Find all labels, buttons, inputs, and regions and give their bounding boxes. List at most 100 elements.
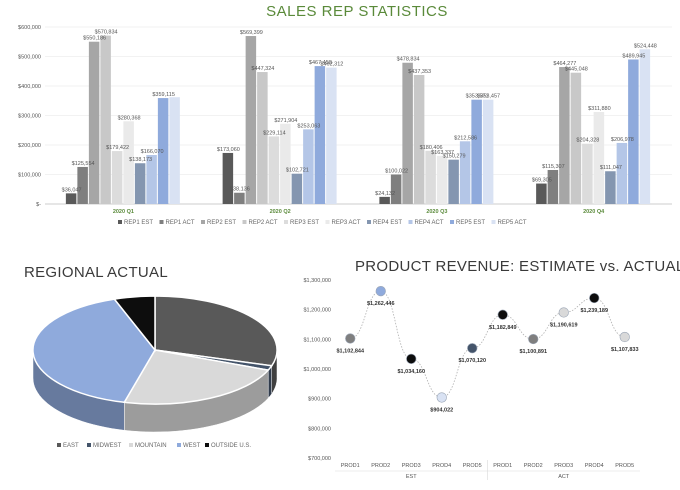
legend-entry: REP3 ACT (332, 220, 361, 226)
bar-data-label: $24,132 (375, 191, 395, 197)
bar (291, 173, 303, 204)
bar-data-label: $69,305 (532, 178, 552, 184)
bar (628, 59, 639, 205)
bar (413, 74, 425, 204)
bar (234, 192, 245, 204)
bar-data-label: $150,279 (443, 154, 466, 160)
y-tick-label: $300,000 (18, 114, 41, 120)
bar-data-label: $489,945 (622, 53, 645, 59)
bar (100, 35, 111, 204)
bar-data-label: $570,834 (95, 30, 118, 36)
bar (123, 121, 134, 204)
legend-swatch (57, 443, 61, 447)
data-point (497, 309, 508, 320)
bar-data-label: $166,070 (141, 149, 164, 155)
bar (257, 72, 268, 204)
bar-data-label: $271,904 (274, 118, 297, 124)
data-point (375, 286, 386, 297)
y-tick-label: $1,300,000 (303, 278, 331, 284)
bar (88, 41, 100, 204)
bar (280, 123, 291, 204)
bar-data-label: $115,307 (542, 164, 565, 170)
bar (471, 99, 482, 204)
y-tick-label: $1,200,000 (303, 308, 331, 314)
legend-swatch (325, 220, 330, 224)
bar (425, 150, 436, 204)
regional-pie-chart: EAST MIDWEST MOUNTAIN WEST OUTSIDE U.S. (32, 295, 278, 449)
pie-slice (123, 349, 270, 405)
legend-swatch (450, 220, 454, 224)
sales-rep-bar-chart: $- $100,000 $200,000 $300,000 $400,000 $500,0… (18, 25, 672, 226)
bar-data-label: $125,554 (72, 161, 95, 167)
bar-data-label: $353,571 (466, 94, 489, 100)
bar-data-label: $550,186 (83, 36, 106, 42)
x-category-label: PROD3 (402, 463, 421, 469)
point-data-label: $1,107,833 (611, 347, 639, 353)
bar (482, 99, 494, 204)
legend-entry: REP3 EST (290, 220, 319, 226)
x-category-label: 2020 Q1 (113, 209, 134, 215)
bar-data-label: $38,136 (230, 187, 250, 193)
bar-data-label: $447,324 (251, 66, 274, 72)
bar-data-label: $437,353 (408, 69, 431, 75)
bar-data-label: $353,457 (477, 94, 500, 100)
data-point (589, 292, 600, 304)
bar-data-label: $36,047 (62, 187, 82, 193)
bar-data-label: $464,277 (553, 61, 576, 67)
y-tick-label: $600,000 (18, 25, 41, 31)
legend-swatch (367, 220, 371, 224)
bar (169, 97, 180, 204)
y-tick-label: $500,000 (18, 55, 41, 61)
bar-data-label: $206,978 (611, 137, 634, 143)
pie-chart-title: REGIONAL ACTUAL (24, 264, 168, 281)
data-point (467, 343, 478, 354)
bar-data-label: $253,063 (297, 123, 320, 129)
bar-data-label: $569,399 (240, 30, 263, 36)
pie-slice (154, 295, 278, 367)
bar-data-label: $102,721 (286, 168, 309, 174)
legend-swatch (408, 220, 413, 224)
legend-swatch (201, 220, 205, 224)
legend-entry: REP2 ACT (249, 220, 278, 226)
point-data-label: $904,022 (430, 407, 453, 413)
point-data-label: $1,102,844 (336, 348, 364, 354)
point-data-label: $1,182,849 (489, 325, 517, 331)
line-chart-title: PRODUCT REVENUE: ESTIMATE vs. ACTUAL (355, 258, 680, 275)
pie-slice-side (267, 365, 272, 399)
bar-data-label: $163,337 (431, 150, 454, 156)
bar (616, 142, 628, 204)
bar-data-label: $173,060 (217, 147, 240, 153)
bar (77, 166, 88, 204)
legend-entry: REP4 EST (373, 220, 402, 226)
bar-data-label: $359,115 (152, 92, 175, 98)
bar (593, 111, 605, 204)
bar (605, 171, 616, 204)
legend-entry: MOUNTAIN (135, 443, 167, 449)
bar (303, 129, 314, 204)
x-category-label: PROD1 (493, 463, 512, 469)
connector-line (350, 290, 625, 398)
data-point (406, 353, 417, 364)
data-point (558, 307, 569, 318)
bar (134, 163, 146, 204)
legend-entry: REP4 ACT (415, 220, 444, 226)
bar (639, 49, 651, 204)
x-category-label: 2020 Q2 (270, 209, 291, 215)
bar-data-label: $280,368 (118, 115, 141, 121)
point-data-label: $1,070,120 (458, 358, 486, 364)
y-tick-label: $800,000 (308, 426, 331, 432)
bar (326, 67, 337, 205)
y-tick-label: $1,000,000 (303, 367, 331, 373)
bar-data-label: $179,422 (106, 145, 129, 151)
bar (111, 151, 123, 204)
bar (448, 159, 459, 204)
bar (146, 155, 157, 204)
x-category-label: 2020 Q3 (426, 209, 447, 215)
bar-data-label: $212,586 (454, 135, 477, 141)
legend-entry: WEST (183, 443, 201, 449)
x-category-label: 2020 Q4 (583, 209, 605, 215)
legend-swatch (242, 220, 247, 224)
bar-data-label: $204,328 (576, 138, 599, 144)
legend-swatch (87, 443, 91, 447)
